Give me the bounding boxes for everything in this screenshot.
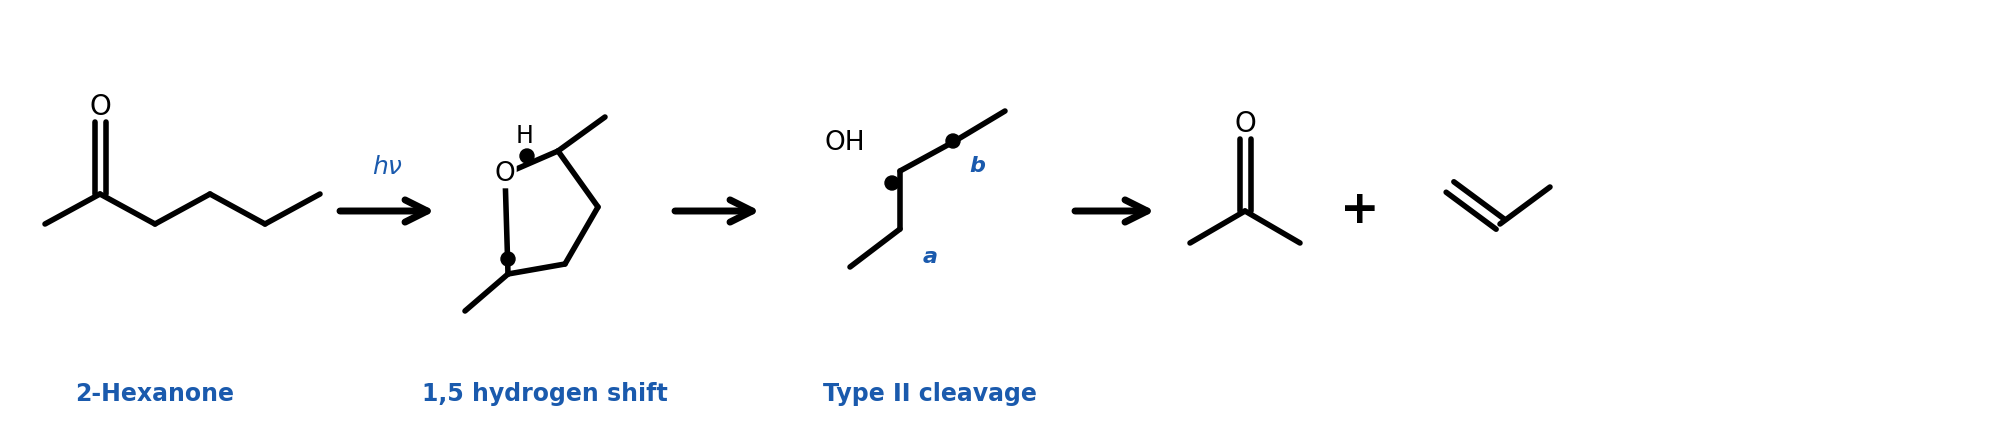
- Text: a: a: [922, 247, 938, 267]
- Circle shape: [500, 252, 516, 266]
- Circle shape: [884, 176, 900, 190]
- Text: H: H: [516, 124, 534, 148]
- Text: O: O: [90, 93, 110, 121]
- Text: O: O: [1234, 110, 1256, 138]
- Circle shape: [946, 134, 960, 148]
- Text: O: O: [494, 161, 516, 187]
- Text: b: b: [970, 156, 984, 176]
- Text: 2-Hexanone: 2-Hexanone: [76, 382, 234, 406]
- Text: hν: hν: [372, 155, 402, 179]
- Text: Type II cleavage: Type II cleavage: [824, 382, 1036, 406]
- Text: 1,5 hydrogen shift: 1,5 hydrogen shift: [422, 382, 668, 406]
- Circle shape: [520, 149, 534, 163]
- Text: +: +: [1340, 188, 1380, 233]
- Text: OH: OH: [824, 130, 866, 156]
